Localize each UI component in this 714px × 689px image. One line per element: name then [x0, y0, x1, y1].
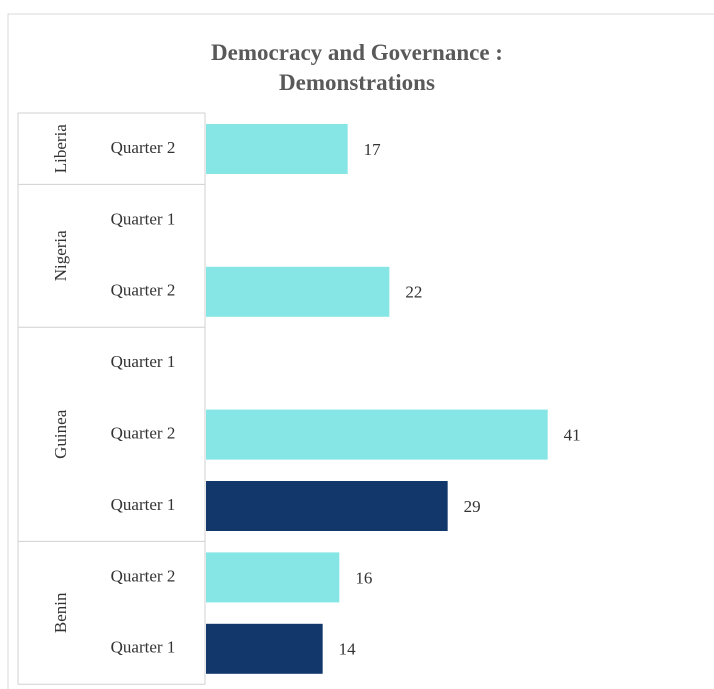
category-label: Quarter 1 — [111, 638, 176, 657]
category-label: Quarter 1 — [111, 209, 176, 228]
category-label: Quarter 2 — [111, 424, 176, 443]
data-label: 22 — [405, 283, 422, 302]
bar — [206, 481, 448, 531]
group-label: Benin — [51, 592, 70, 633]
bar — [206, 124, 348, 174]
group-label: Liberia — [51, 124, 70, 174]
category-label: Quarter 1 — [111, 352, 176, 371]
category-label: Quarter 1 — [111, 495, 176, 514]
data-label: 17 — [364, 140, 382, 159]
category-label: Quarter 2 — [111, 566, 176, 585]
bar — [206, 266, 390, 317]
data-label: 41 — [564, 426, 581, 445]
data-label: 16 — [355, 568, 372, 587]
category-label: Quarter 2 — [111, 138, 176, 157]
category-label: Quarter 2 — [111, 281, 176, 300]
chart-title: Democracy and Governance : Demonstration… — [211, 40, 503, 95]
group-label: Guinea — [51, 409, 70, 459]
data-label: 29 — [464, 497, 481, 516]
bar — [206, 623, 323, 674]
chart-frame — [7, 13, 714, 689]
data-label: 14 — [339, 640, 357, 659]
bar — [206, 409, 548, 460]
bar — [206, 552, 340, 603]
group-label: Nigeria — [51, 230, 70, 281]
